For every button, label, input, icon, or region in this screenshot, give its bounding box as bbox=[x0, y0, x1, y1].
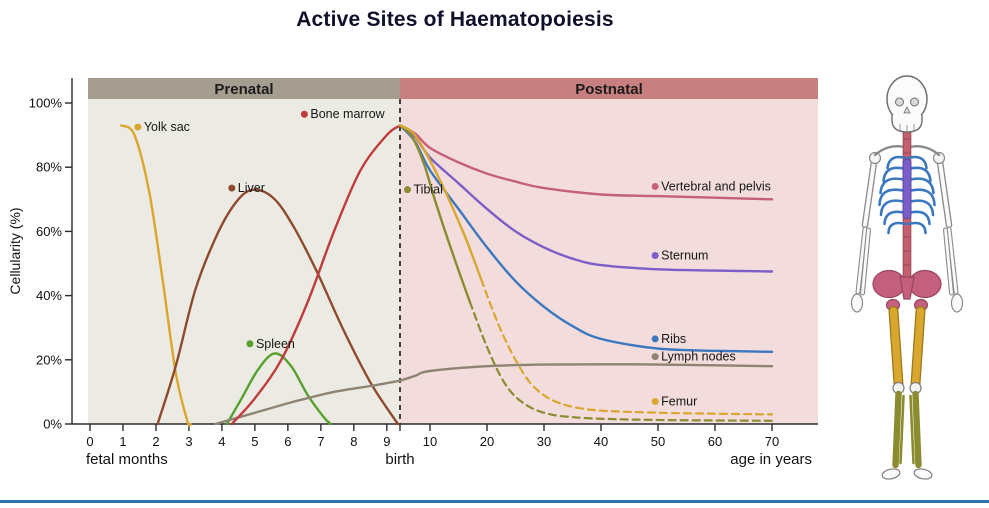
series-dot-lymph-nodes bbox=[651, 353, 659, 361]
skeleton-skull bbox=[886, 75, 928, 133]
prenatal-band-label: Prenatal bbox=[214, 81, 273, 98]
series-label-vertebral-and-pelvis: Vertebral and pelvis bbox=[661, 179, 771, 193]
postnatal-region bbox=[400, 78, 818, 424]
y-tick-label: 0% bbox=[43, 417, 62, 432]
series-line-femur bbox=[398, 124, 483, 281]
skeleton-tibia bbox=[892, 390, 922, 469]
hand-right bbox=[950, 293, 964, 313]
postnatal-band-label: Postnatal bbox=[575, 81, 643, 98]
series-dashed-tibial bbox=[468, 300, 774, 422]
foot-right bbox=[913, 468, 933, 480]
x-tick-month-label: 4 bbox=[218, 434, 225, 449]
footer-divider bbox=[0, 500, 989, 503]
prenatal-region bbox=[88, 78, 400, 424]
series-label-yolk-sac: Yolk sac bbox=[144, 120, 190, 134]
nose bbox=[903, 106, 911, 114]
series-dot-femur bbox=[651, 398, 659, 406]
skeleton-femur bbox=[889, 307, 925, 388]
skeleton-illustration bbox=[850, 75, 964, 480]
hand-left bbox=[850, 293, 864, 313]
x-tick-month-label: 7 bbox=[317, 434, 324, 449]
x-tick-month-label: 9 bbox=[383, 434, 390, 449]
series-dot-vertebral-and-pelvis bbox=[651, 182, 659, 190]
skeleton-ribs bbox=[878, 155, 936, 235]
y-tick-label: 100% bbox=[29, 96, 63, 111]
series-label-bone-marrow: Bone marrow bbox=[310, 107, 385, 121]
skeleton-sternum bbox=[902, 158, 912, 220]
x-tick-month-label: 2 bbox=[152, 434, 159, 449]
series-line-vertebral-and-pelvis bbox=[398, 124, 774, 201]
postnatal-band bbox=[400, 78, 818, 99]
skeleton-pelvis bbox=[872, 269, 942, 312]
x-tick-month-label: 8 bbox=[350, 434, 357, 449]
prenatal-band bbox=[88, 78, 400, 99]
x-tick-year-label: 70 bbox=[765, 434, 779, 449]
x-tick-month-label: 0 bbox=[86, 434, 93, 449]
x-tick-year-label: 10 bbox=[423, 434, 437, 449]
x-tick-month-label: 5 bbox=[251, 434, 258, 449]
series-line-yolk-sac bbox=[120, 124, 192, 427]
series-dot-bone-marrow bbox=[300, 110, 308, 118]
series-line-liver bbox=[156, 188, 400, 426]
series-label-ribs: Ribs bbox=[661, 332, 686, 346]
series-label-liver: Liver bbox=[238, 181, 265, 195]
series-line-lymph-nodes bbox=[214, 363, 774, 426]
x-tick-month-label: 3 bbox=[185, 434, 192, 449]
series-line-ribs bbox=[398, 124, 774, 353]
eye-socket-left bbox=[895, 97, 904, 107]
series-dot-sternum bbox=[651, 251, 659, 259]
fetal-months-caption: fetal months bbox=[86, 451, 168, 468]
y-tick-label: 80% bbox=[36, 160, 62, 175]
x-tick-year-label: 60 bbox=[708, 434, 722, 449]
x-tick-year-label: 20 bbox=[480, 434, 494, 449]
series-dot-spleen bbox=[246, 340, 254, 348]
chart-series bbox=[120, 124, 774, 427]
chart-series-labels: Yolk sac Liver Bone marrow Spleen Tibial Vert… bbox=[134, 107, 771, 409]
chart-regions: Prenatal Postnatal bbox=[88, 78, 818, 424]
y-axis-title: Cellularity (%) bbox=[7, 207, 23, 294]
series-label-lymph-nodes: Lymph nodes bbox=[661, 350, 736, 364]
series-dot-ribs bbox=[651, 335, 659, 343]
x-tick-year-label: 30 bbox=[537, 434, 551, 449]
series-label-tibial: Tibial bbox=[414, 183, 443, 197]
page-title: Active Sites of Haematopoiesis bbox=[296, 8, 614, 31]
series-label-sternum: Sternum bbox=[661, 248, 708, 262]
series-dashed-femur bbox=[480, 278, 774, 416]
y-tick-label: 20% bbox=[36, 352, 62, 367]
age-in-years-caption: age in years bbox=[730, 451, 812, 468]
series-label-spleen: Spleen bbox=[256, 337, 295, 351]
x-tick-year-label: 40 bbox=[594, 434, 608, 449]
birth-caption: birth bbox=[385, 451, 414, 468]
series-dot-liver bbox=[228, 184, 236, 192]
series-label-femur: Femur bbox=[661, 395, 697, 409]
haematopoiesis-chart: Prenatal Postnatal 0% 20% 40% 60% 80% 100% 0 1 2 3 4… bbox=[7, 78, 818, 468]
x-tick-month-label: 6 bbox=[284, 434, 291, 449]
y-tick-label: 40% bbox=[36, 288, 62, 303]
foot-left bbox=[881, 468, 901, 480]
eye-socket-right bbox=[910, 97, 919, 107]
y-tick-label: 60% bbox=[36, 224, 62, 239]
series-dot-tibial bbox=[404, 186, 411, 194]
series-line-tibial bbox=[398, 124, 472, 304]
series-line-bone-marrow bbox=[230, 124, 402, 426]
series-dot-yolk-sac bbox=[134, 123, 142, 131]
x-tick-month-label: 1 bbox=[119, 434, 126, 449]
x-tick-year-label: 50 bbox=[651, 434, 665, 449]
chart-axes: 0% 20% 40% 60% 80% 100% 0 1 2 3 4 5 6 7 8 9 10 20 30 40 50 60… bbox=[7, 78, 818, 468]
